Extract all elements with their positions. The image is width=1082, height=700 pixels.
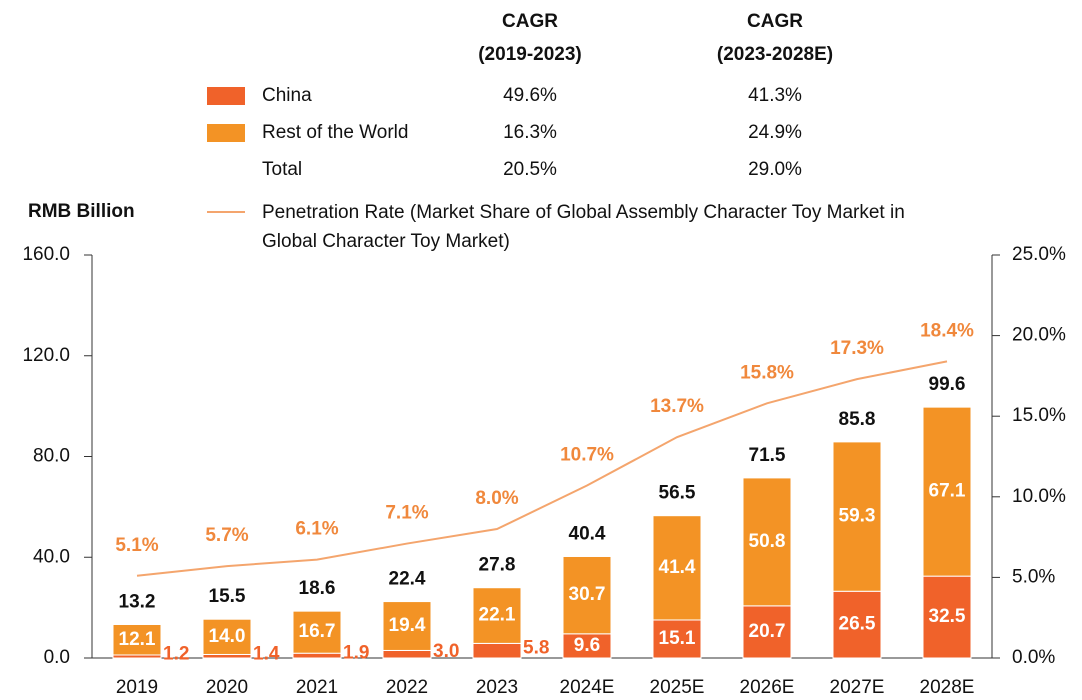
bar-segment (202, 653, 252, 659)
y2-tick-label: 10.0% (1012, 486, 1066, 507)
total-label: 71.5 (749, 445, 786, 466)
value-label: 50.8 (749, 531, 786, 552)
value-label: 20.7 (749, 621, 786, 642)
value-label: 3.0 (433, 641, 459, 662)
bar-segment (292, 610, 342, 654)
bar-segment (202, 618, 252, 655)
value-label: 16.7 (299, 621, 336, 642)
y-tick-label: 160.0 (22, 244, 70, 265)
x-tick-label: 2025E (650, 677, 705, 698)
bar-segment (832, 441, 882, 592)
total-label: 85.8 (839, 409, 876, 430)
value-label: 19.4 (389, 615, 426, 636)
value-label: 30.7 (569, 584, 606, 605)
legend-swatch (207, 124, 245, 142)
line-label: 10.7% (560, 445, 614, 466)
line-label: 7.1% (385, 503, 428, 524)
legend-label: Total (262, 159, 302, 180)
bar-segment (382, 649, 432, 659)
cagr-value: 29.0% (748, 159, 802, 180)
bar-segment (472, 587, 522, 644)
bar-segment (562, 633, 612, 659)
value-label: 14.0 (209, 626, 246, 647)
legend-swatch (207, 87, 245, 105)
y-tick-label: 0.0 (44, 647, 70, 668)
cagr-header: CAGR (502, 11, 558, 32)
value-label: 1.9 (343, 643, 369, 664)
x-tick-label: 2021 (296, 677, 338, 698)
total-label: 56.5 (659, 483, 696, 504)
y2-tick-label: 0.0% (1012, 647, 1055, 668)
value-label: 5.8 (523, 638, 549, 659)
value-label: 1.2 (163, 644, 189, 665)
total-label: 40.4 (569, 524, 606, 545)
x-tick-label: 2026E (740, 677, 795, 698)
y2-tick-label: 5.0% (1012, 566, 1055, 587)
value-label: 41.4 (659, 557, 696, 578)
y2-tick-label: 20.0% (1012, 325, 1066, 346)
cagr-value: 20.5% (503, 159, 557, 180)
value-label: 15.1 (659, 628, 696, 649)
cagr-value: 16.3% (503, 122, 557, 143)
y-tick-label: 40.0 (33, 546, 70, 567)
y-tick-label: 120.0 (22, 345, 70, 366)
x-tick-label: 2023 (476, 677, 518, 698)
y-axis-label: RMB Billion (28, 201, 135, 222)
bar-segment (922, 406, 972, 577)
x-tick-label: 2019 (116, 677, 158, 698)
value-label: 26.5 (839, 614, 876, 635)
value-label: 22.1 (479, 605, 516, 626)
bar-segment (742, 477, 792, 607)
bar-segment (652, 515, 702, 621)
total-label: 18.6 (299, 578, 336, 599)
bar-segment (742, 605, 792, 659)
cagr-value: 49.6% (503, 85, 557, 106)
total-label: 99.6 (929, 374, 966, 395)
bar-segment (562, 555, 612, 635)
legend-label: China (262, 85, 312, 106)
line-label: 18.4% (920, 320, 974, 341)
x-tick-label: 2028E (920, 677, 975, 698)
line-label: 5.1% (115, 535, 158, 556)
bar-segment (472, 642, 522, 659)
total-label: 22.4 (389, 569, 426, 590)
penetration-line (136, 360, 948, 577)
y-tick-label: 80.0 (33, 446, 70, 467)
value-label: 1.4 (253, 643, 280, 664)
line-label: 5.7% (205, 525, 248, 546)
cagr-header: CAGR (747, 11, 803, 32)
total-label: 27.8 (479, 555, 516, 576)
cagr-header: (2023-2028E) (717, 44, 833, 65)
line-label: 15.8% (740, 362, 794, 383)
x-tick-label: 2020 (206, 677, 248, 698)
line-label: 17.3% (830, 338, 884, 359)
bar-segment (382, 601, 432, 651)
bar-segment (652, 619, 702, 659)
line-label: 8.0% (475, 488, 518, 509)
line-label: 6.1% (295, 519, 338, 540)
total-label: 15.5 (209, 586, 246, 607)
value-label: 59.3 (839, 506, 876, 527)
value-label: 9.6 (574, 635, 600, 656)
cagr-header: (2019-2023) (478, 44, 582, 65)
y2-tick-label: 15.0% (1012, 405, 1066, 426)
legend-label: Rest of the World (262, 122, 408, 143)
value-label: 12.1 (119, 629, 156, 650)
line-label: 13.7% (650, 396, 704, 417)
cagr-value: 24.9% (748, 122, 802, 143)
x-tick-label: 2024E (560, 677, 615, 698)
cagr-value: 41.3% (748, 85, 802, 106)
bar-segment (112, 624, 162, 656)
value-label: 32.5 (929, 606, 966, 627)
x-tick-label: 2022 (386, 677, 428, 698)
x-tick-label: 2027E (830, 677, 885, 698)
bar-segment (292, 652, 342, 659)
y2-tick-label: 25.0% (1012, 244, 1066, 265)
total-label: 13.2 (119, 592, 156, 613)
value-label: 67.1 (929, 481, 966, 502)
line-legend-label: Penetration Rate (Market Share of Global… (262, 202, 905, 252)
